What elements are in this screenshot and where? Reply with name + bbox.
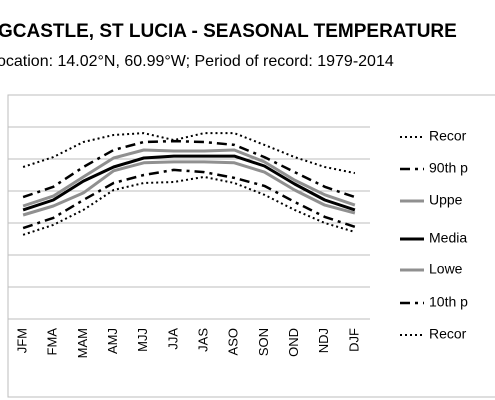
legend-label: Recor — [429, 128, 467, 144]
series-line — [22, 132, 356, 175]
legend-label: 10th p — [429, 294, 468, 310]
legend-label: Media — [429, 230, 467, 246]
x-tick-label: JJA — [165, 328, 180, 350]
chart-subtitle: ocation: 14.02°N, 60.99°W; Period of rec… — [0, 53, 394, 70]
x-tick-label: OND — [286, 328, 301, 357]
x-tick-label: JAS — [196, 328, 211, 352]
chart-title: GCASTLE, ST LUCIA - SEASONAL TEMPERATURE — [0, 21, 457, 42]
x-tick-label: MAM — [75, 328, 90, 358]
series-line — [22, 148, 356, 208]
x-tick-label: JFM — [15, 328, 30, 353]
x-tick-label: DJF — [346, 328, 361, 352]
series-line — [22, 139, 356, 199]
legend-label: Lowe — [429, 261, 463, 277]
x-tick-label: NDJ — [316, 328, 331, 353]
legend-label: Uppe — [429, 192, 463, 208]
series-line — [22, 168, 356, 230]
series-line — [22, 160, 356, 217]
series-line — [22, 154, 356, 212]
x-tick-label: FMA — [45, 328, 60, 356]
series-line — [22, 175, 356, 236]
x-tick-label: MJJ — [135, 328, 150, 352]
legend-label: Recor — [429, 326, 467, 342]
x-tick-label: ASO — [226, 328, 241, 355]
x-tick-label: AMJ — [105, 328, 120, 354]
x-tick-label: SON — [256, 328, 271, 356]
legend-label: 90th p — [429, 160, 468, 176]
